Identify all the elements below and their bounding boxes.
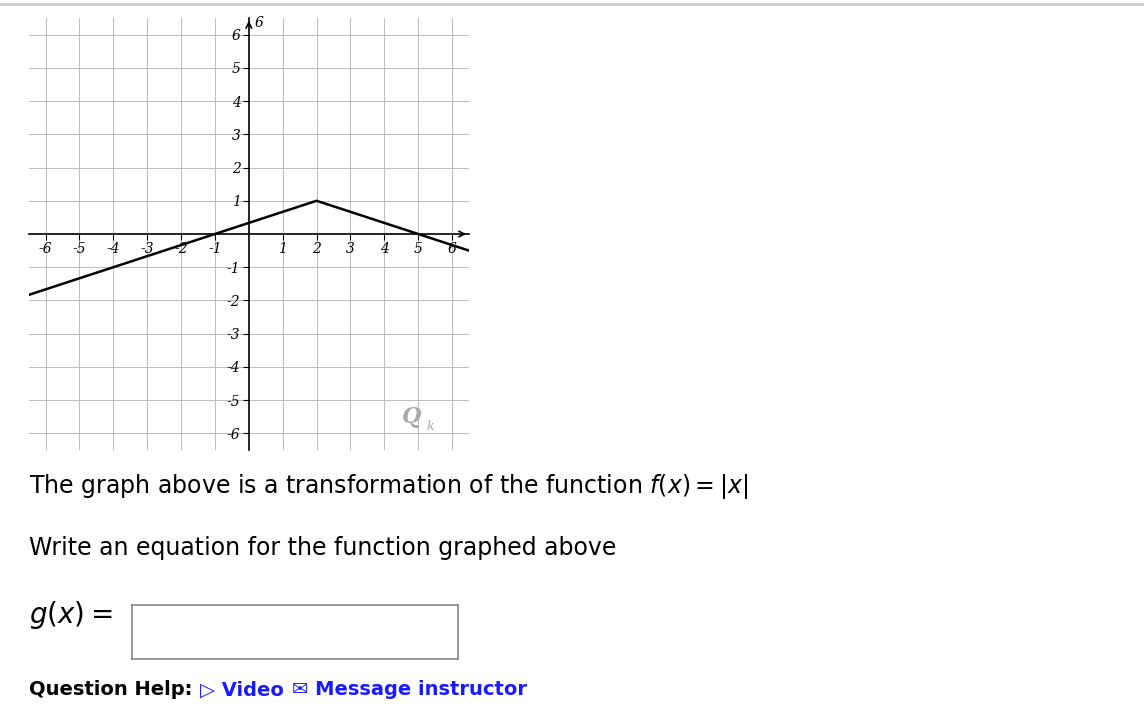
Text: The graph above is a transformation of the function $f(x) = |x|$: The graph above is a transformation of t… (29, 472, 748, 500)
Text: Q: Q (402, 406, 421, 428)
Text: ▷ Video: ▷ Video (200, 680, 284, 699)
Text: $g(x) =$: $g(x) =$ (29, 599, 112, 631)
Text: Question Help:: Question Help: (29, 680, 199, 699)
Text: 6: 6 (255, 16, 264, 30)
Text: k: k (427, 420, 434, 433)
Text: ✉ Message instructor: ✉ Message instructor (292, 680, 526, 699)
Text: Write an equation for the function graphed above: Write an equation for the function graph… (29, 536, 615, 560)
